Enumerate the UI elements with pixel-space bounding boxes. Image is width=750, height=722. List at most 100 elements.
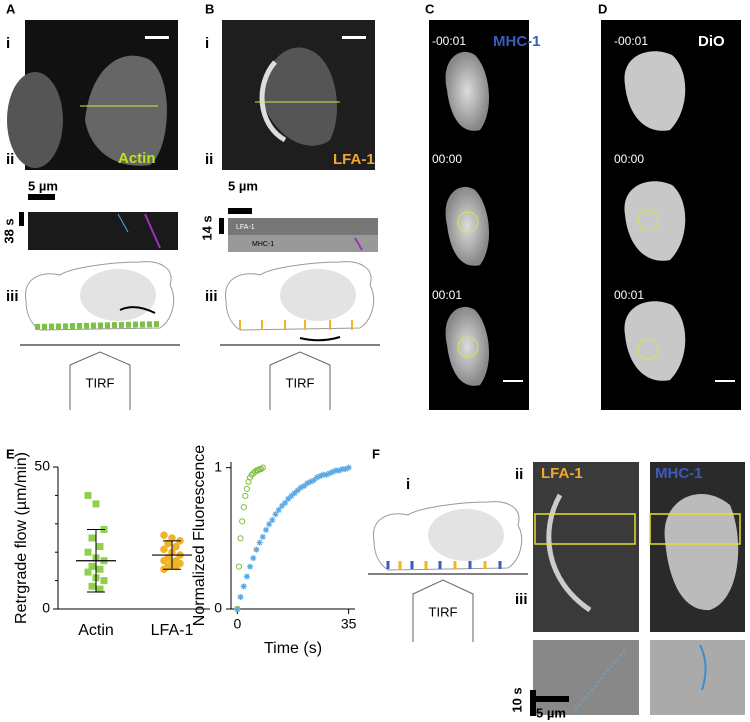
scale-bar: [503, 380, 523, 382]
stain-label: LFA-1: [333, 151, 375, 168]
point: [92, 500, 100, 508]
point: [239, 518, 246, 525]
lfa1: [239, 320, 353, 330]
timestamp: 00:00: [432, 152, 462, 166]
timestamp: -00:01: [614, 34, 648, 48]
y-axis-label: Normalized Fluorescence: [191, 445, 208, 627]
x-tick-label: 35: [341, 616, 357, 632]
point: [297, 484, 304, 491]
point: [259, 533, 266, 540]
cells: [624, 51, 686, 381]
y-axis-label: Retrgrade flow (µm/min): [13, 452, 30, 624]
scale-bar: [28, 194, 55, 200]
tirf-label: TIRF: [86, 375, 115, 390]
roi: [649, 513, 741, 545]
point: [160, 556, 168, 565]
trace: [144, 213, 161, 249]
point: [84, 491, 92, 499]
point: [243, 573, 250, 580]
point: [96, 543, 104, 551]
trace: [574, 649, 626, 711]
point: [254, 467, 262, 474]
kymograph: [533, 640, 639, 715]
nucleus: [428, 509, 504, 561]
point: [168, 534, 176, 542]
point: [278, 502, 285, 509]
scale-bar: [342, 36, 366, 39]
point: [339, 466, 346, 473]
point: [88, 562, 96, 570]
point: [237, 593, 244, 600]
time-bar: [219, 218, 224, 234]
y-tick-label: 0: [42, 600, 50, 616]
receptors: [386, 561, 502, 569]
point: [96, 585, 104, 593]
scale-bar: [145, 36, 169, 39]
trace: [699, 644, 707, 691]
nucleus: [280, 269, 356, 321]
sub-label: i: [6, 35, 10, 52]
x-tick-label: 0: [233, 616, 241, 632]
panel-label: B: [205, 1, 214, 16]
point: [294, 487, 301, 494]
arrow: [119, 306, 156, 314]
kymo-label: LFA-1: [236, 224, 255, 231]
point: [172, 542, 180, 551]
x-tick-label: Actin: [78, 622, 114, 639]
point: [243, 485, 250, 492]
sub-label: ii: [205, 151, 213, 168]
stain-label: Actin: [118, 150, 156, 167]
trace: [354, 237, 363, 251]
panel-label: D: [598, 1, 607, 16]
point: [272, 511, 279, 518]
point: [342, 466, 349, 473]
cells: [445, 51, 490, 386]
roi: [637, 338, 659, 360]
point: [235, 563, 243, 570]
point: [84, 568, 92, 576]
timestamp: 00:01: [432, 288, 462, 302]
cell: [262, 47, 338, 146]
sub-label: iii: [205, 288, 218, 305]
point: [256, 539, 263, 546]
roi: [457, 211, 479, 233]
objective: [269, 351, 331, 410]
point: [242, 492, 249, 500]
point: [172, 562, 180, 571]
point: [253, 546, 260, 553]
stain-label: LFA-1: [541, 465, 583, 482]
point: [100, 577, 108, 585]
point: [301, 483, 308, 490]
point: [247, 563, 254, 570]
time-label: 10 s: [509, 687, 524, 712]
point: [262, 526, 269, 533]
stain-label: DiO: [698, 33, 725, 50]
point: [266, 521, 273, 528]
point: [288, 492, 295, 499]
point: [160, 545, 168, 554]
timestamp: -00:01: [432, 34, 466, 48]
time-label: 38 s: [1, 218, 16, 243]
timestamp: 00:00: [614, 152, 644, 166]
point: [164, 539, 172, 548]
x-axis-label: Time (s): [264, 640, 322, 657]
sub-label: ii: [6, 151, 14, 168]
panel-label: A: [6, 1, 16, 16]
point: [240, 583, 247, 590]
point: [313, 474, 320, 481]
y-tick-label: 1: [214, 458, 222, 474]
time-label: 14 s: [199, 215, 214, 240]
point: [326, 470, 333, 477]
point: [259, 464, 266, 471]
point: [258, 465, 265, 473]
point: [282, 499, 289, 506]
panel-label: E: [6, 446, 15, 461]
point: [250, 555, 257, 562]
point: [240, 504, 247, 511]
point: [345, 464, 352, 471]
time-bar: [530, 690, 536, 716]
point: [285, 495, 292, 502]
sub-label: iii: [515, 591, 528, 608]
point: [320, 471, 327, 478]
sub-label: iii: [6, 288, 19, 305]
